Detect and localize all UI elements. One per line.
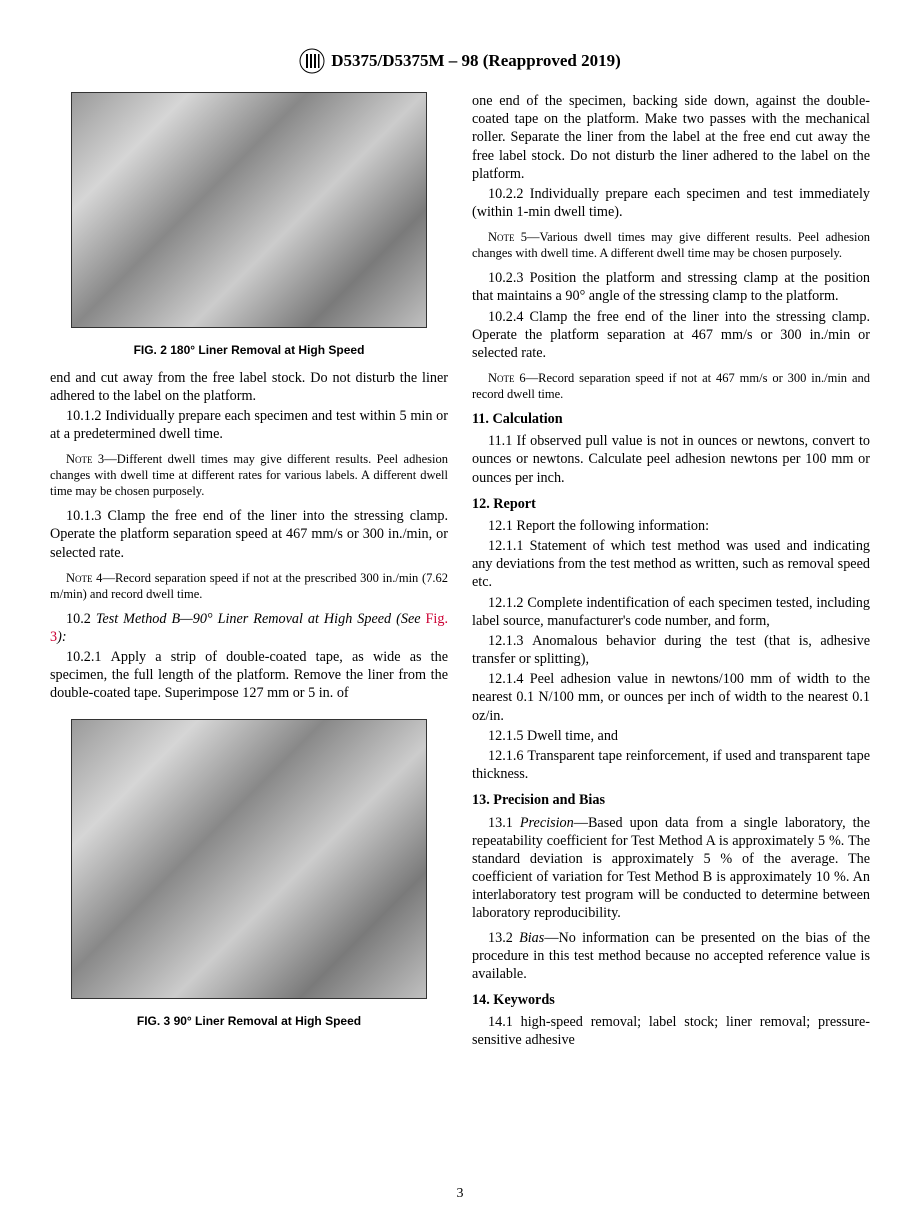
para-12-1-4: 12.1.4 Peel adhesion value in newtons/10… [472,670,870,725]
document-body: FIG. 2 180° Liner Removal at High Speed … [50,92,870,1050]
para-12-1-3: 12.1.3 Anomalous behavior during the tes… [472,632,870,668]
para-num: 10.2.2 [488,186,523,202]
note-5: Note 5—Various dwell times may give diff… [472,229,870,261]
para-text: Complete indentification of each specime… [472,595,870,629]
para-num: 12.1.4 [488,671,523,687]
para-num: 10.1.3 [66,508,101,524]
note-3: Note 3—Different dwell times may give di… [50,451,448,499]
document-designation: D5375/D5375M – 98 (Reapproved 2019) [331,51,621,71]
para-text: Position the platform and stressing clam… [472,270,870,304]
para-num: 11.1 [488,433,512,449]
note-6: Note 6—Record separation speed if not at… [472,370,870,402]
para-num: 10.1.2 [66,408,101,424]
para-10-2-1-cont: one end of the specimen, backing side do… [472,92,870,183]
note-label: Note 4 [66,571,102,585]
para-14-1: 14.1 high-speed removal; label stock; li… [472,1013,870,1049]
para-10-1-3: 10.1.3 Clamp the free end of the liner i… [50,507,448,562]
figure-2-image [71,92,427,328]
figure-2-caption: FIG. 2 180° Liner Removal at High Speed [50,343,448,358]
para-num: 10.2.4 [488,309,523,325]
para-12-1-5: 12.1.5 Dwell time, and [472,727,870,745]
para-num: 12.1.5 [488,728,523,744]
figure-3-caption: FIG. 3 90° Liner Removal at High Speed [50,1014,448,1029]
para-text: Report the following information: [516,518,709,534]
note-text: —Different dwell times may give differen… [50,452,448,498]
section-14-title: 14. Keywords [472,991,870,1009]
section-12-title: 12. Report [472,495,870,513]
para-text: Statement of which test method was used … [472,538,870,590]
para-12-1-6: 12.1.6 Transparent tape reinforcement, i… [472,747,870,783]
para-text: high-speed removal; label stock; liner r… [472,1014,870,1048]
para-10-2-2: 10.2.2 Individually prepare each specime… [472,185,870,221]
para-13-1: 13.1 Precision—Based upon data from a si… [472,814,870,923]
page-number: 3 [0,1186,920,1202]
para-text: If observed pull value is not in ounces … [472,433,870,485]
para-num: 12.1.3 [488,633,523,649]
note-text: —Record separation speed if not at 467 m… [472,371,870,401]
para-text: Clamp the free end of the liner into the… [472,309,870,361]
para-num: 10.2.3 [488,270,523,286]
para-text: Apply a strip of double-coated tape, as … [50,649,448,701]
para-text: Anomalous behavior during the test (that… [472,633,870,667]
document-header: D5375/D5375M – 98 (Reapproved 2019) [50,48,870,74]
method-b-title: Test Method B—90° Liner Removal at High … [96,611,426,627]
para-10-2-1: 10.2.1 Apply a strip of double-coated ta… [50,648,448,703]
para-10-2-4: 10.2.4 Clamp the free end of the liner i… [472,308,870,363]
note-label: Note 5 [488,230,527,244]
para-10-2-3: 10.2.3 Position the platform and stressi… [472,269,870,305]
para-10-2: 10.2 Test Method B—90° Liner Removal at … [50,610,448,646]
section-11-title: 11. Calculation [472,410,870,428]
para-num: 12.1.6 [488,748,523,764]
para-text: Transparent tape reinforcement, if used … [472,748,870,782]
para-num: 10.2 [66,611,91,627]
figure-3-image [71,719,427,999]
note-text: —Various dwell times may give different … [472,230,870,260]
figure-2: FIG. 2 180° Liner Removal at High Speed [50,92,448,359]
para-num: 10.2.1 [66,649,101,665]
para-num: 13.2 [488,930,513,946]
para-text: Peel adhesion value in newtons/100 mm of… [472,671,870,723]
para-num: 12.1.1 [488,538,523,554]
para-12-1: 12.1 Report the following information: [472,517,870,535]
para-10-1-2: 10.1.2 Individually prepare each specime… [50,407,448,443]
bias-lead: Bias [519,930,544,946]
precision-lead: Precision [520,815,574,831]
note-4: Note 4—Record separation speed if not at… [50,570,448,602]
method-b-title-end: ): [57,629,66,645]
para-num: 12.1 [488,518,513,534]
section-13-title: 13. Precision and Bias [472,791,870,809]
astm-logo-icon [299,48,325,74]
para-13-2: 13.2 Bias—No information can be presente… [472,929,870,984]
para-text: Clamp the free end of the liner into the… [50,508,448,560]
para-12-1-2: 12.1.2 Complete indentification of each … [472,594,870,630]
para-text: Individually prepare each specimen and t… [472,186,870,220]
para-text: Dwell time, and [527,728,618,744]
para-text: Individually prepare each specimen and t… [50,408,448,442]
note-label: Note 3 [66,452,104,466]
para-11-1: 11.1 If observed pull value is not in ou… [472,432,870,487]
para-12-1-1: 12.1.1 Statement of which test method wa… [472,537,870,592]
para-num: 13.1 [488,815,513,831]
para-10-1-1-cont: end and cut away from the free label sto… [50,369,448,405]
para-num: 12.1.2 [488,595,523,611]
note-label: Note 6 [488,371,526,385]
figure-3: FIG. 3 90° Liner Removal at High Speed [50,719,448,1030]
note-text: —Record separation speed if not at the p… [50,571,448,601]
para-num: 14.1 [488,1014,513,1030]
